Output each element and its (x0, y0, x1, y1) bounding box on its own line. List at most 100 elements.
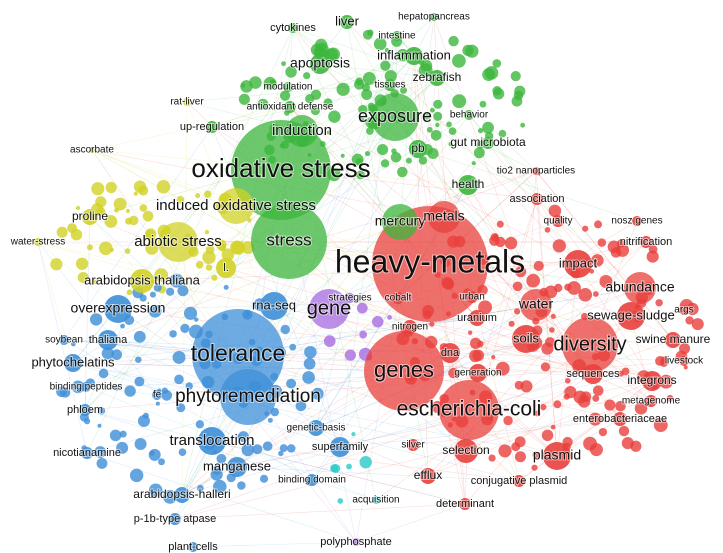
small-node (70, 341, 76, 347)
keyword-node (531, 193, 543, 205)
keyword-node (439, 380, 499, 440)
edge (319, 63, 438, 79)
keyword-label: plasmid (533, 447, 581, 463)
small-node (366, 127, 374, 135)
keyword-label: cobalt (385, 293, 412, 304)
keyword-label: nitrogen (392, 322, 428, 333)
keyword-node (464, 110, 474, 120)
small-node (221, 248, 235, 262)
edge (417, 16, 435, 150)
small-node (683, 365, 688, 370)
small-node (465, 44, 479, 58)
small-node (59, 387, 71, 398)
small-node (269, 79, 276, 85)
edge (315, 427, 520, 482)
small-node (216, 453, 227, 464)
small-node (176, 195, 185, 204)
keyword-node (665, 332, 681, 348)
keyword-label: phytochelatins (31, 354, 115, 369)
keyword-node (552, 215, 564, 227)
small-node (148, 304, 162, 318)
small-node (303, 357, 316, 370)
keyword-label: translocation (169, 432, 254, 449)
edge (557, 220, 632, 317)
small-node (238, 93, 250, 105)
small-node (488, 454, 496, 462)
keyword-label: oxidative stress (191, 153, 370, 183)
small-node (549, 327, 555, 333)
small-node (149, 291, 156, 298)
small-node (470, 337, 482, 349)
small-node (503, 415, 513, 426)
small-node (133, 191, 138, 196)
keyword-node (466, 291, 478, 303)
small-node (514, 436, 526, 448)
keyword-node (454, 439, 478, 463)
small-node (495, 361, 510, 376)
keyword-node (98, 330, 118, 350)
small-node (515, 266, 527, 278)
small-node (247, 218, 252, 223)
keyword-node (340, 15, 354, 29)
edge (72, 362, 558, 457)
small-node (367, 29, 374, 36)
small-node (241, 241, 255, 254)
edge (247, 16, 435, 398)
small-node (482, 121, 494, 134)
small-node (578, 287, 593, 302)
small-node (567, 281, 581, 295)
keyword-node (520, 289, 552, 321)
small-node (262, 441, 273, 451)
small-node (148, 483, 163, 498)
keyword-node (532, 167, 540, 175)
small-node (218, 243, 227, 252)
edge (477, 241, 647, 374)
keyword-label: heavy-metals (335, 243, 525, 279)
keyword-node (81, 447, 93, 459)
small-node (97, 423, 102, 428)
keyword-label: integrons (627, 373, 676, 387)
keyword-node (218, 188, 254, 224)
small-node (241, 443, 255, 457)
keyword-label: rat-liver (170, 97, 204, 108)
keyword-label: gene (307, 297, 352, 319)
keyword-label: antioxidant defense (247, 102, 334, 113)
edge (84, 409, 466, 505)
keyword-label: binding domain (278, 475, 346, 486)
keyword-label: manganese (203, 458, 271, 473)
small-node (177, 285, 189, 297)
small-node (616, 239, 625, 248)
small-node (267, 417, 273, 423)
keyword-node (174, 487, 190, 503)
small-node (540, 362, 551, 372)
keyword-node (59, 335, 69, 345)
small-node (498, 444, 512, 458)
small-node (223, 284, 229, 290)
small-node (113, 385, 120, 391)
edge (417, 148, 638, 222)
small-node (648, 245, 658, 254)
keyword-label: silver (401, 440, 425, 451)
small-node (588, 412, 602, 426)
edge (91, 149, 411, 328)
keyword-label: metals (423, 208, 464, 224)
edge (181, 27, 294, 496)
keyword-node (283, 82, 293, 92)
small-node (478, 300, 493, 315)
keyword-node (428, 201, 460, 233)
keyword-label: superfamily (312, 441, 369, 453)
small-node (565, 377, 571, 384)
small-node (376, 144, 389, 156)
edge (84, 409, 377, 501)
keyword-node (288, 23, 298, 33)
small-node (96, 458, 108, 469)
keyword-label: genes (374, 357, 434, 382)
small-node (426, 126, 433, 133)
small-node (496, 220, 504, 228)
small-node (384, 69, 397, 83)
small-node (498, 129, 507, 138)
small-node (97, 407, 106, 415)
keyword-label: overexpression (71, 300, 166, 316)
edge (289, 106, 537, 306)
keyword-label: intestine (378, 31, 416, 42)
